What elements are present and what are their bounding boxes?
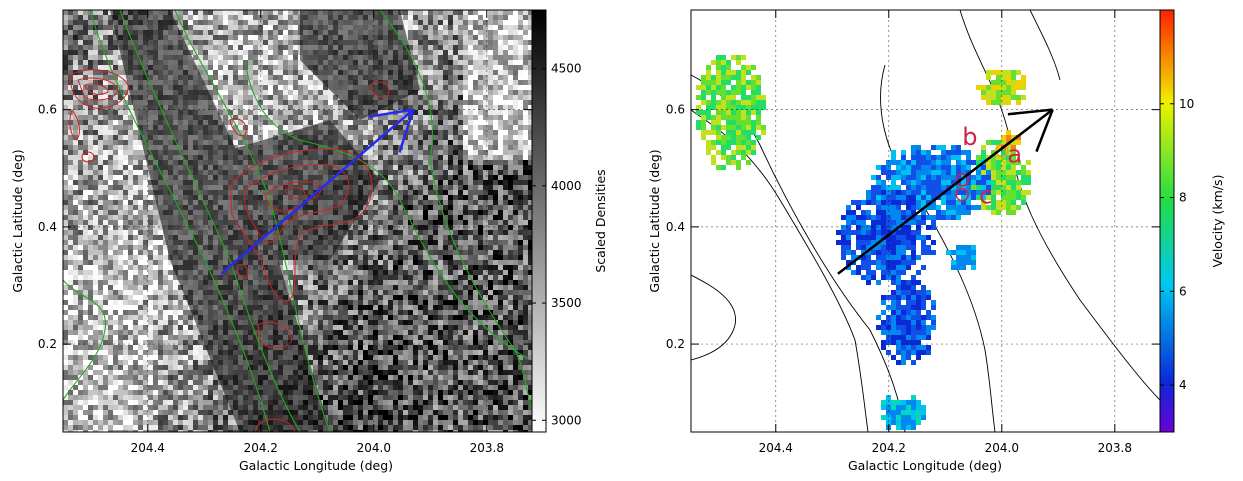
panel1-y-axis-label: Galactic Latitude (deg) xyxy=(10,149,25,292)
density-colorbar xyxy=(532,10,546,432)
y-tick-label: 0.4 xyxy=(666,220,685,234)
colorbar-tick-label: 6 xyxy=(1179,284,1187,298)
colorbar-tick-label: 8 xyxy=(1179,191,1187,205)
arrow-head xyxy=(1007,108,1053,116)
x-tick-label: 204.4 xyxy=(759,441,793,455)
y-tick-label: 0.2 xyxy=(666,337,685,351)
y-tick-label: 0.6 xyxy=(666,103,685,117)
panel2-axes: 204.4 204.2 204.0 203.8 0.2 0.4 0.6 xyxy=(666,10,1160,455)
source-circle xyxy=(955,187,969,202)
density-colorbar-ticks: 3000 3500 4000 4500 xyxy=(531,9,582,433)
x-tick-label: 204.0 xyxy=(357,441,391,455)
source-circles xyxy=(955,143,1009,202)
density-map-panel: 204.4 204.2 204.0 203.8 0.2 0.4 0.6 Galactic L… xyxy=(10,9,608,473)
source-label-c: c xyxy=(979,181,992,209)
velocity-map-panel: 204.4 204.2 204.0 203.8 0.2 0.4 0.6 a b c Galact… xyxy=(647,9,1225,473)
source-label-a: a xyxy=(1007,140,1022,168)
panel2-x-axis-label: Galactic Longitude (deg) xyxy=(848,458,1002,473)
source-circle xyxy=(995,143,1009,158)
green-contours xyxy=(63,10,532,432)
red-contours xyxy=(69,69,390,432)
direction-arrow-blue xyxy=(220,108,415,275)
arrow-shaft xyxy=(220,108,415,275)
arrow-head xyxy=(368,108,414,118)
colorbar-tick-label: 10 xyxy=(1179,97,1194,111)
source-labels: a b c xyxy=(962,123,1022,210)
colorbar-tick-label: 4 xyxy=(1179,378,1187,392)
panel1-grid xyxy=(63,10,532,432)
dark-filaments xyxy=(110,10,420,432)
source-circle xyxy=(955,173,969,187)
x-tick-label: 204.0 xyxy=(985,441,1019,455)
panel2-grid xyxy=(691,10,1160,432)
x-tick-label: 203.8 xyxy=(470,441,504,455)
y-tick-label: 0.6 xyxy=(38,103,57,117)
colorbar-tick-label: 4500 xyxy=(551,62,582,76)
x-tick-label: 203.8 xyxy=(1098,441,1132,455)
colorbar-tick-label: 4000 xyxy=(551,179,582,193)
panel1-axes: 204.4 204.2 204.0 203.8 0.2 0.4 0.6 xyxy=(38,10,532,455)
velocity-colorbar xyxy=(1160,10,1174,432)
colorbar-tick-label: 3500 xyxy=(551,296,582,310)
arrow-shaft xyxy=(837,108,1054,275)
direction-arrow-black xyxy=(837,108,1054,275)
x-tick-label: 204.2 xyxy=(872,441,906,455)
colorbar-tick-label: 3000 xyxy=(551,413,582,427)
arrow-head xyxy=(398,109,415,153)
velocity-colorbar-label: Velocity (km/s) xyxy=(1210,175,1225,268)
y-tick-label: 0.4 xyxy=(38,220,57,234)
y-tick-label: 0.2 xyxy=(38,337,57,351)
panel1-x-axis-label: Galactic Longitude (deg) xyxy=(239,458,393,473)
source-label-b: b xyxy=(962,123,977,151)
density-colorbar-label: Scaled Densities xyxy=(593,169,608,272)
arrow-head xyxy=(1035,109,1054,153)
x-tick-label: 204.2 xyxy=(244,441,278,455)
x-tick-label: 204.4 xyxy=(131,441,165,455)
velocity-colorbar-ticks: 4 6 8 10 xyxy=(1159,9,1194,433)
panel2-y-axis-label: Galactic Latitude (deg) xyxy=(647,149,662,292)
